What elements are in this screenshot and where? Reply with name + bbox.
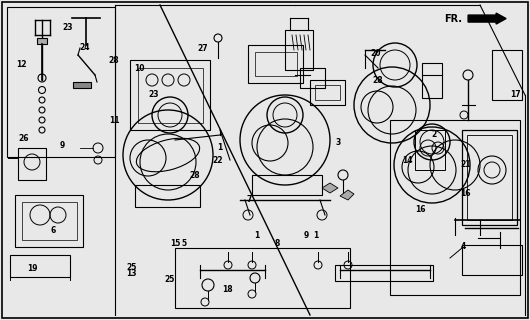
Text: 1: 1 bbox=[313, 231, 318, 240]
Text: 1: 1 bbox=[217, 143, 223, 152]
Bar bbox=[315, 85, 340, 100]
Bar bbox=[130, 60, 210, 130]
Text: 9: 9 bbox=[60, 141, 65, 150]
Bar bbox=[18, 148, 46, 180]
Text: 20: 20 bbox=[370, 49, 381, 58]
Bar bbox=[22, 202, 77, 240]
Bar bbox=[335, 265, 433, 281]
Text: 8: 8 bbox=[275, 239, 280, 248]
Text: 10: 10 bbox=[134, 64, 145, 73]
Text: 3: 3 bbox=[335, 138, 341, 147]
Text: 9: 9 bbox=[304, 231, 309, 240]
Bar bbox=[422, 63, 442, 98]
Text: 25: 25 bbox=[164, 276, 175, 284]
Text: 28: 28 bbox=[190, 171, 200, 180]
Bar bbox=[285, 30, 313, 70]
Text: 4: 4 bbox=[461, 242, 466, 251]
Bar bbox=[10, 255, 70, 277]
Bar bbox=[37, 38, 47, 44]
Bar bbox=[462, 245, 522, 275]
Polygon shape bbox=[340, 190, 354, 200]
Bar bbox=[138, 68, 203, 123]
Polygon shape bbox=[322, 183, 338, 193]
Text: 7: 7 bbox=[246, 196, 252, 204]
Bar bbox=[248, 45, 303, 83]
Bar bbox=[462, 130, 517, 225]
Text: 28: 28 bbox=[109, 56, 119, 65]
Bar bbox=[135, 185, 200, 207]
Text: 24: 24 bbox=[80, 43, 90, 52]
Bar bbox=[492, 50, 522, 100]
Text: 16: 16 bbox=[415, 205, 426, 214]
Text: FR.: FR. bbox=[444, 13, 462, 24]
Bar bbox=[252, 175, 322, 195]
Text: 23: 23 bbox=[63, 23, 73, 32]
Text: 25: 25 bbox=[126, 263, 137, 272]
Bar bbox=[390, 120, 520, 295]
Bar bbox=[15, 195, 83, 247]
Text: 18: 18 bbox=[223, 285, 233, 294]
Text: 17: 17 bbox=[510, 90, 520, 99]
Text: 2: 2 bbox=[431, 130, 436, 139]
Bar bbox=[310, 80, 345, 105]
Text: 14: 14 bbox=[402, 156, 412, 164]
Text: 15: 15 bbox=[170, 239, 180, 248]
Text: 1: 1 bbox=[254, 231, 260, 240]
Bar bbox=[255, 52, 297, 76]
Bar bbox=[175, 248, 350, 308]
Text: 6: 6 bbox=[50, 226, 56, 235]
Bar bbox=[467, 135, 512, 220]
FancyArrow shape bbox=[468, 13, 506, 24]
Text: 26: 26 bbox=[18, 134, 29, 143]
Text: 22: 22 bbox=[212, 156, 223, 164]
Text: 23: 23 bbox=[148, 90, 159, 99]
Text: 16: 16 bbox=[460, 189, 471, 198]
Text: 21: 21 bbox=[460, 160, 471, 169]
Text: 28: 28 bbox=[372, 76, 383, 85]
Bar bbox=[415, 130, 445, 170]
Text: 5: 5 bbox=[181, 239, 187, 248]
Text: 11: 11 bbox=[109, 116, 120, 124]
Text: 12: 12 bbox=[16, 60, 26, 68]
Bar bbox=[7, 7, 115, 157]
Bar bbox=[73, 82, 91, 88]
Text: 19: 19 bbox=[28, 264, 38, 273]
Text: 27: 27 bbox=[198, 44, 208, 53]
Bar bbox=[300, 68, 325, 88]
Text: 13: 13 bbox=[126, 269, 137, 278]
